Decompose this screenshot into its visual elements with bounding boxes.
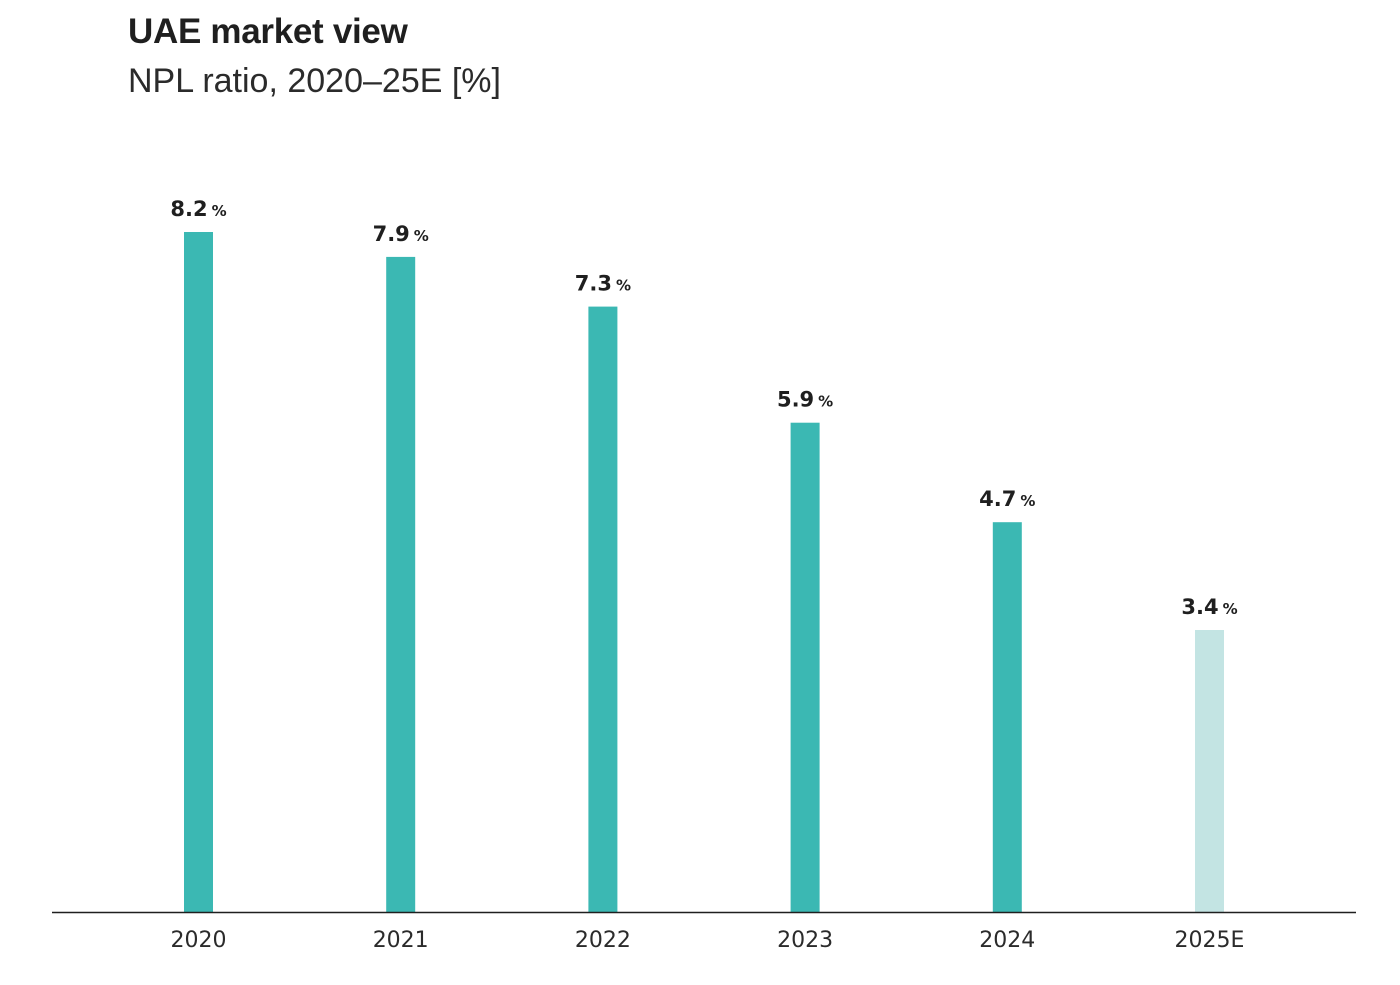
value-label-2020: 8.2%	[170, 197, 226, 221]
bar-2024	[992, 522, 1022, 912]
bar-2020	[184, 232, 213, 912]
value-label-2022: 7.3%	[575, 272, 631, 296]
bar-2021	[386, 256, 416, 912]
x-tick-label-2021: 2021	[373, 928, 429, 953]
value-label-2024: 4.7%	[979, 487, 1035, 511]
bar-2025e	[1195, 630, 1224, 912]
value-label-2021: 7.9%	[373, 222, 429, 246]
bar-2022	[588, 306, 618, 913]
value-label-2025e: 3.4%	[1181, 595, 1237, 619]
value-labels-group: 8.2 % 7.9 % 7.3 % 5.9 % 4.7 % 3.4%	[170, 197, 1237, 619]
bars-group	[184, 232, 1224, 913]
chart-title: UAE market view	[128, 12, 408, 51]
x-tick-label-2023: 2023	[777, 928, 833, 953]
x-tick-labels-group: 2020 2021 2022 2023 2024 2025E	[171, 928, 1245, 953]
x-tick-label-2022: 2022	[575, 928, 631, 953]
bar-2023	[790, 422, 820, 912]
value-label-2023: 5.9%	[777, 388, 833, 412]
x-tick-label-2024: 2024	[979, 928, 1035, 953]
chart-subtitle: NPL ratio, 2020–25E [%]	[128, 62, 501, 100]
x-tick-label-2025e: 2025E	[1175, 928, 1245, 953]
x-tick-label-2020: 2020	[171, 928, 227, 953]
